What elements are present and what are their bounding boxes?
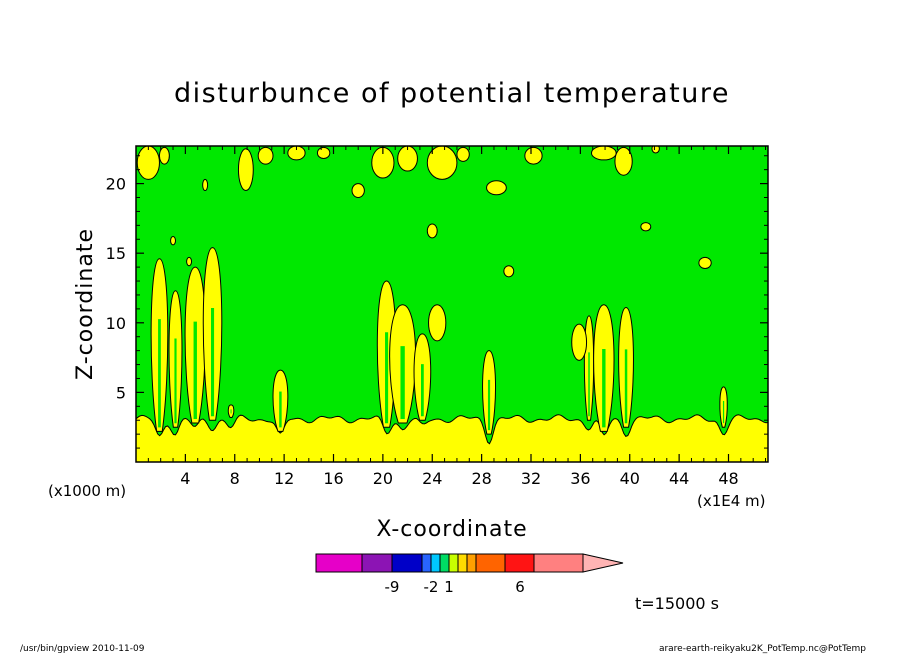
- x-tick-label: 24: [422, 469, 442, 488]
- colorbar-swatch: [421, 553, 432, 573]
- colorbar-swatch: [361, 553, 393, 573]
- anomaly-blob: [426, 146, 458, 180]
- anomaly-blob: [136, 146, 160, 180]
- x-tick-label: 44: [669, 469, 689, 488]
- x-tick-label: 48: [718, 469, 738, 488]
- x-tick-label: 12: [274, 469, 294, 488]
- colorbar-swatch: [430, 553, 441, 573]
- anomaly-blob: [316, 146, 331, 160]
- anomaly-blob: [158, 146, 170, 165]
- anomaly-blob: [571, 323, 588, 361]
- x-tick-label: 36: [570, 469, 590, 488]
- anomaly-blob: [397, 146, 418, 172]
- colorbar-tick-labels: -9 -2 1 6: [385, 578, 525, 596]
- anomaly-blob: [237, 148, 254, 192]
- field-background: [136, 146, 768, 462]
- x-tick-label: 40: [620, 469, 640, 488]
- x-tick-label: 8: [230, 469, 240, 488]
- colorbar: [315, 553, 624, 573]
- x-tick-label: 16: [323, 469, 343, 488]
- footer-left-text: /usr/bin/gpview 2010-11-09: [20, 644, 145, 654]
- anomaly-blob: [202, 178, 209, 192]
- anomaly-blob: [698, 256, 712, 270]
- anomaly-blob: [257, 146, 274, 165]
- colorbar-swatch: [391, 553, 423, 573]
- plot-frame: [135, 145, 769, 463]
- colorbar-swatch: [439, 553, 450, 573]
- colorbar-swatch: [315, 553, 363, 573]
- colorbar-swatch: [475, 553, 506, 573]
- colorbar-tick-label: 6: [515, 578, 525, 596]
- y-axis-label: Z-coordinate: [73, 228, 98, 380]
- y-tick-label: 10: [106, 314, 126, 333]
- anomaly-blob: [456, 146, 470, 162]
- colorbar-swatch: [504, 553, 535, 573]
- y-tick-label: 5: [116, 383, 126, 402]
- time-label: t=15000 s: [635, 594, 719, 613]
- anomaly-blob: [486, 180, 507, 196]
- anomaly-blob: [170, 235, 176, 246]
- colorbar-overflow-arrow: [582, 553, 624, 573]
- anomaly-blob: [651, 146, 660, 154]
- y-tick-label: 15: [106, 244, 126, 263]
- anomaly-blob: [640, 222, 652, 232]
- anomaly-blob: [503, 265, 515, 278]
- x-axis-label: X-coordinate: [376, 517, 527, 542]
- x-unit-label: (x1E4 m): [697, 492, 766, 510]
- anomaly-blob: [186, 256, 193, 267]
- y-tick-label: 20: [106, 175, 126, 194]
- anomaly-blob: [614, 146, 633, 176]
- colorbar-tick-label: 1: [444, 578, 454, 596]
- colorbar-swatch: [466, 553, 477, 573]
- colorbar-swatch: [448, 553, 459, 573]
- chart-title: disturbunce of potential temperature: [174, 78, 730, 109]
- colorbar-tick-label: -2: [424, 578, 439, 596]
- y-unit-label: (x1000 m): [48, 482, 126, 500]
- x-tick-label: 4: [180, 469, 190, 488]
- anomaly-blob: [428, 304, 447, 342]
- x-tick-label: 32: [521, 469, 541, 488]
- anomaly-blob: [351, 183, 365, 199]
- anomaly-blob: [426, 223, 438, 239]
- positive-anomaly-surface-layer: [136, 414, 768, 462]
- x-tick-label: 28: [471, 469, 491, 488]
- anomaly-blob: [287, 146, 306, 161]
- colorbar-tick-label: -9: [385, 578, 400, 596]
- anomaly-blob: [590, 146, 617, 161]
- colorbar-swatch: [533, 553, 584, 573]
- footer-right-text: arare-earth-reikyaku2K_PotTemp.nc@PotTem…: [659, 644, 866, 654]
- anomaly-blob: [524, 146, 543, 165]
- x-tick-label: 20: [373, 469, 393, 488]
- colorbar-swatch: [457, 553, 468, 573]
